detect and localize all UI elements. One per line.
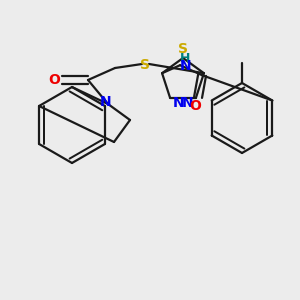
Text: N: N	[179, 59, 191, 73]
Text: O: O	[48, 73, 60, 87]
Text: S: S	[140, 58, 150, 72]
Text: N: N	[182, 96, 194, 110]
Text: N: N	[100, 95, 112, 109]
Text: N: N	[172, 96, 184, 110]
Text: S: S	[178, 42, 188, 56]
Text: O: O	[189, 99, 201, 113]
Text: H: H	[180, 52, 190, 65]
